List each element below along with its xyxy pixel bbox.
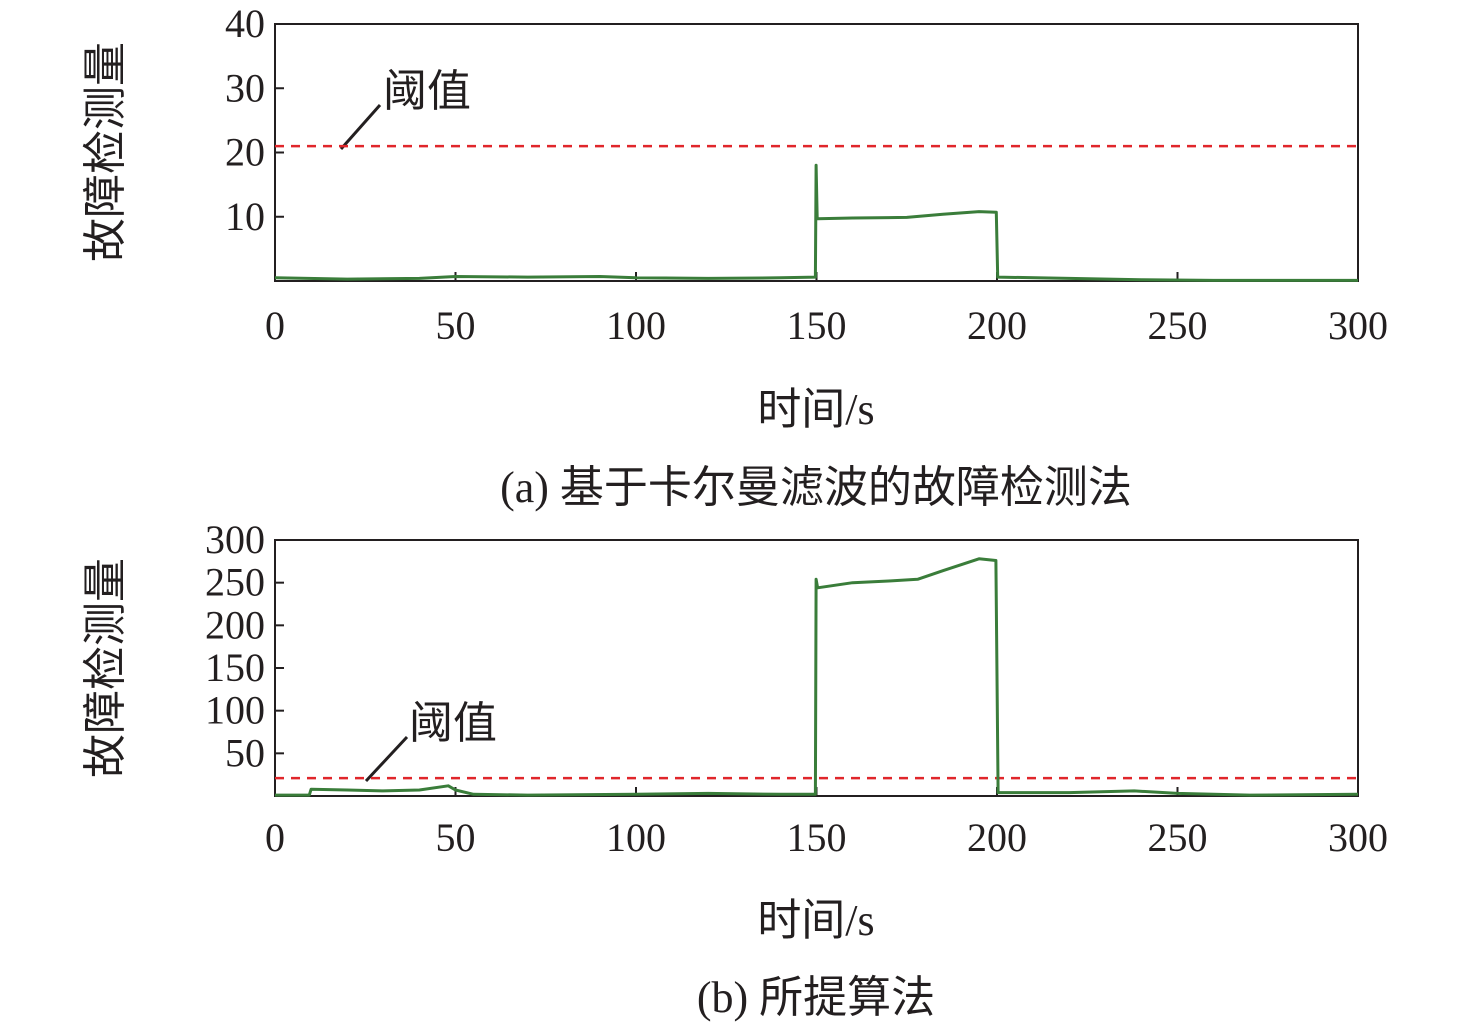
y-axis-label-b: 故障检测量	[81, 558, 130, 778]
y-tick-label-a: 20	[225, 130, 265, 175]
x-tick-label-b: 200	[967, 815, 1027, 860]
series-line-b	[275, 557, 1359, 797]
x-tick-label-a: 250	[1148, 303, 1208, 348]
threshold-pointer-a	[339, 104, 382, 150]
caption-a: (a) 基于卡尔曼滤波的故障检测法	[500, 463, 1132, 512]
x-axis-label-a: 时间/s	[757, 385, 874, 434]
y-tick-label-b: 150	[205, 645, 265, 690]
y-tick-label-b: 50	[225, 730, 265, 775]
y-tick-label-a: 10	[225, 194, 265, 239]
threshold-label-b: 阈值	[409, 699, 497, 748]
x-tick-label-a: 200	[967, 303, 1027, 348]
caption-b: (b) 所提算法	[697, 973, 935, 1022]
y-axis-label-a: 故障检测量	[81, 42, 130, 262]
series-line-a	[274, 163, 1358, 282]
x-tick-label-a: 150	[787, 303, 847, 348]
x-tick-label-a: 0	[265, 303, 285, 348]
y-tick-label-a: 40	[225, 1, 265, 46]
y-tick-label-b: 250	[205, 560, 265, 605]
x-tick-label-b: 0	[265, 815, 285, 860]
y-tick-label-b: 100	[205, 688, 265, 733]
y-tick-label-b: 200	[205, 602, 265, 647]
x-tick-label-a: 300	[1328, 303, 1388, 348]
x-tick-label-b: 150	[787, 815, 847, 860]
x-tick-label-a: 50	[436, 303, 476, 348]
x-tick-label-a: 100	[606, 303, 666, 348]
x-axis-label-b: 时间/s	[757, 896, 874, 945]
chart-b: 故障检测量 时间/s (b) 所提算法 阈值 0 50 100 150 200 250 30…	[81, 517, 1388, 1022]
x-tick-label-b: 250	[1148, 815, 1208, 860]
y-tick-label-b: 300	[205, 517, 265, 562]
chart-a: 故障检测量 时间/s (a) 基于卡尔曼滤波的故障检测法 阈值 0 50 100 15…	[81, 1, 1388, 512]
y-tick-label-a: 30	[225, 65, 265, 110]
x-tick-label-b: 100	[606, 815, 666, 860]
x-tick-label-b: 300	[1328, 815, 1388, 860]
x-tick-label-b: 50	[436, 815, 476, 860]
threshold-label-a: 阈值	[383, 67, 471, 116]
threshold-pointer-b	[364, 735, 409, 783]
